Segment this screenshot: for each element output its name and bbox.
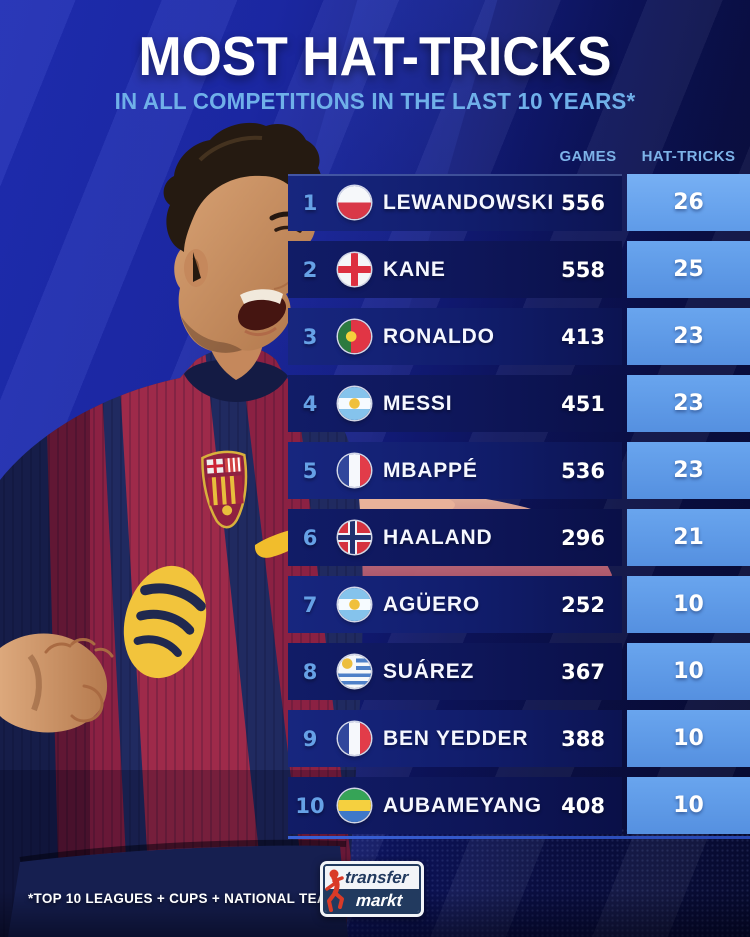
table-row-main: 2 KANE 558 <box>288 241 622 298</box>
player-name: MESSI <box>383 391 453 415</box>
player-name: HAALAND <box>383 525 493 549</box>
table-row: 1 LEWANDOWSKI 556 26 <box>288 174 750 231</box>
hat-tricks-value: 23 <box>673 324 704 349</box>
hat-tricks-value: 10 <box>673 726 704 751</box>
hat-tricks-value: 25 <box>673 257 704 282</box>
games-value: 536 <box>561 458 605 483</box>
hat-tricks-value: 23 <box>673 458 704 483</box>
table-row: 6 HAALAND 296 21 <box>288 509 750 566</box>
uruguay-flag-icon <box>338 655 371 688</box>
games-value: 451 <box>561 391 605 416</box>
games-value: 556 <box>561 190 605 215</box>
hat-tricks-cell: 10 <box>627 710 750 767</box>
table-row-main: 10 AUBAMEYANG 408 <box>288 777 622 834</box>
gabon-flag-icon <box>338 789 371 822</box>
hat-tricks-value: 10 <box>673 592 704 617</box>
england-flag-icon <box>338 253 371 286</box>
hat-tricks-cell: 26 <box>627 174 750 231</box>
rank-value: 6 <box>302 525 318 550</box>
rank-value: 3 <box>302 324 318 349</box>
table-row-main: 5 MBAPPÉ 536 <box>288 442 622 499</box>
games-value: 296 <box>561 525 605 550</box>
table-row-main: 7 AGÜERO 252 <box>288 576 622 633</box>
hat-tricks-value: 10 <box>673 659 704 684</box>
column-header-hat-tricks: HAT-TRICKS <box>641 148 736 165</box>
transfermarkt-logo-frame: transfer markt <box>323 864 421 914</box>
runner-icon <box>325 869 344 912</box>
table-row: 10 AUBAMEYANG 408 10 <box>288 777 750 834</box>
player-name: AGÜERO <box>383 592 480 616</box>
transfermarkt-logo: transfer markt <box>320 861 424 917</box>
page-subtitle: IN ALL COMPETITIONS IN THE LAST 10 YEARS… <box>114 88 636 114</box>
games-value: 252 <box>561 592 605 617</box>
france-flag-icon <box>338 722 371 755</box>
hat-tricks-table: GAMES HAT-TRICKS 1 LEWANDOWSKI 556 26 2 … <box>288 148 750 844</box>
rank-value: 2 <box>302 257 318 282</box>
page-title: MOST HAT-TRICKS <box>138 25 612 87</box>
brand-markt-label: markt <box>355 891 403 910</box>
player-name: RONALDO <box>383 324 495 348</box>
hat-tricks-cell: 10 <box>627 643 750 700</box>
footnote: *TOP 10 LEAGUES + CUPS + NATIONAL TEAMS <box>28 891 348 906</box>
player-name: LEWANDOWSKI <box>383 190 554 214</box>
argentina-flag-icon <box>338 387 371 420</box>
norway-flag-icon <box>338 521 371 554</box>
hat-tricks-cell: 23 <box>627 442 750 499</box>
player-name: MBAPPÉ <box>383 458 478 482</box>
france-flag-icon <box>338 454 371 487</box>
table-row-main: 3 RONALDO 413 <box>288 308 622 365</box>
brand-word-top: transfer <box>325 866 419 889</box>
rank-value: 8 <box>302 659 318 684</box>
table-row-main: 9 BEN YEDDER 388 <box>288 710 622 767</box>
rank-value: 10 <box>295 793 325 818</box>
rank-value: 4 <box>302 391 318 416</box>
rank-value: 9 <box>302 726 318 751</box>
hat-tricks-cell: 10 <box>627 777 750 834</box>
games-value: 408 <box>561 793 605 818</box>
table-row-main: 8 SUÁREZ 367 <box>288 643 622 700</box>
games-value: 413 <box>561 324 605 349</box>
rank-value: 1 <box>302 190 318 215</box>
table-row: 4 MESSI 451 23 <box>288 375 750 432</box>
table-underline <box>288 836 750 839</box>
games-value: 558 <box>561 257 605 282</box>
table-rows: 1 LEWANDOWSKI 556 26 2 KANE 558 25 3 <box>288 174 750 834</box>
brand-word-bottom: markt <box>325 889 419 912</box>
games-value: 388 <box>561 726 605 751</box>
player-name: AUBAMEYANG <box>383 793 542 817</box>
hat-tricks-value: 26 <box>673 190 704 215</box>
column-header-games: GAMES <box>559 148 617 165</box>
brand-transfer-label: transfer <box>344 868 410 887</box>
player-name: SUÁREZ <box>383 659 475 683</box>
argentina-flag-icon <box>338 588 371 621</box>
table-row-main: 1 LEWANDOWSKI 556 <box>288 174 622 231</box>
hat-tricks-cell: 25 <box>627 241 750 298</box>
poland-flag-icon <box>338 186 371 219</box>
rank-value: 5 <box>302 458 318 483</box>
table-row: 8 SUÁREZ 367 10 <box>288 643 750 700</box>
hat-tricks-cell: 10 <box>627 576 750 633</box>
table-row: 5 MBAPPÉ 536 23 <box>288 442 750 499</box>
table-row: 9 BEN YEDDER 388 10 <box>288 710 750 767</box>
rank-value: 7 <box>302 592 318 617</box>
table-row: 7 AGÜERO 252 10 <box>288 576 750 633</box>
player-name: BEN YEDDER <box>383 726 529 750</box>
hat-tricks-value: 23 <box>673 391 704 416</box>
table-row: 2 KANE 558 25 <box>288 241 750 298</box>
hat-tricks-cell: 23 <box>627 375 750 432</box>
hat-tricks-cell: 23 <box>627 308 750 365</box>
hat-tricks-cell: 21 <box>627 509 750 566</box>
games-value: 367 <box>561 659 605 684</box>
table-row-main: 4 MESSI 451 <box>288 375 622 432</box>
table-row-main: 6 HAALAND 296 <box>288 509 622 566</box>
player-name: KANE <box>383 257 446 281</box>
portugal-flag-icon <box>338 320 371 353</box>
hat-tricks-value: 21 <box>673 525 704 550</box>
hat-tricks-value: 10 <box>673 793 704 818</box>
table-row: 3 RONALDO 413 23 <box>288 308 750 365</box>
